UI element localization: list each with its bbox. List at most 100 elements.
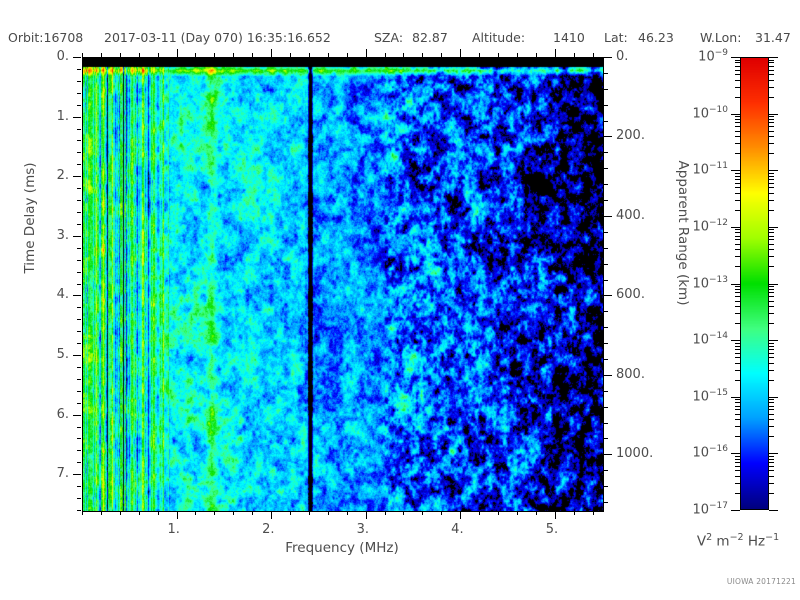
colorbar-tick-minor-left <box>735 493 740 494</box>
y-tick-minor <box>77 307 81 308</box>
colorbar-tick-minor-left <box>735 187 740 188</box>
y-tick-major <box>73 295 81 296</box>
colorbar-tick-minor <box>769 176 774 177</box>
x-tick-minor <box>422 511 423 515</box>
y-tick-minor <box>77 164 81 165</box>
y-tick-minor <box>77 248 81 249</box>
x-tick-minor <box>498 511 499 515</box>
colorbar-tick-minor-left <box>735 476 740 477</box>
y-tick-major <box>73 236 81 237</box>
y-tick-minor <box>77 343 81 344</box>
x-tick-minor <box>347 511 348 515</box>
y-tick-minor <box>77 367 81 368</box>
x-tick-label: 4. <box>451 522 464 537</box>
colorbar-tick-minor <box>769 70 774 71</box>
colorbar-tick-minor-left <box>735 210 740 211</box>
units-exponent: −1 <box>765 532 780 543</box>
colorbar-tick-minor-left <box>735 87 740 88</box>
colorbar-tick-minor <box>769 402 774 403</box>
colorbar-tick-minor-left <box>735 436 740 437</box>
colorbar-tick-minor-left <box>735 301 740 302</box>
y-tick-minor <box>77 93 81 94</box>
colorbar-tick-minor <box>769 143 774 144</box>
x-tick-major <box>177 511 178 519</box>
y-tick-minor <box>77 140 81 141</box>
x-tick-top <box>158 53 159 57</box>
colorbar-tick-minor <box>769 414 774 415</box>
x-axis-title: Frequency (MHz) <box>285 540 399 556</box>
y-tick-minor <box>77 498 81 499</box>
y2-tick-minor <box>604 407 608 408</box>
colorbar-tick-minor <box>769 66 774 67</box>
colorbar-tick-minor-left <box>735 419 740 420</box>
colorbar-tick-minor <box>769 306 774 307</box>
colorbar-tick-minor-left <box>735 370 740 371</box>
colorbar-tick-minor-left <box>735 402 740 403</box>
colorbar-tick-major <box>769 170 778 171</box>
colorbar-tick-minor-left <box>735 62 740 63</box>
y2-tick-minor <box>604 423 608 424</box>
colorbar-tick-minor <box>769 493 774 494</box>
x-tick-top <box>517 53 518 57</box>
x-tick-minor <box>574 511 575 515</box>
colorbar-tick-minor <box>769 239 774 240</box>
x-tick-top <box>120 53 121 57</box>
y-tick-label: 6. <box>56 406 69 422</box>
colorbar-tick-minor-left <box>735 229 740 230</box>
colorbar-tick-minor <box>769 343 774 344</box>
x-tick-top <box>479 53 480 57</box>
x-tick-top <box>555 49 556 57</box>
colorbar-gradient <box>740 57 769 510</box>
colorbar-tick-major <box>769 57 778 58</box>
colorbar-tick-minor <box>769 313 774 314</box>
colorbar-tick-minor-left <box>735 380 740 381</box>
y2-tick-label: 600. <box>616 287 645 303</box>
x-tick-top <box>498 53 499 57</box>
colorbar-tick-minor-left <box>735 266 740 267</box>
y2-tick-major <box>604 375 612 376</box>
units-exponent: −2 <box>729 532 744 543</box>
colorbar-tick-minor-left <box>735 292 740 293</box>
colorbar-tick-minor-left <box>735 143 740 144</box>
units-symbol: Hz <box>743 533 766 550</box>
colorbar-tick-minor <box>769 193 774 194</box>
colorbar-tick-minor-left <box>735 249 740 250</box>
colorbar-tick-minor-left <box>735 462 740 463</box>
x-tick-minor <box>101 511 102 515</box>
colorbar-tick-minor-left <box>735 232 740 233</box>
units-exponent: 2 <box>706 532 713 543</box>
y2-tick-minor <box>604 248 608 249</box>
colorbar-tick-minor <box>769 426 774 427</box>
y-tick-major <box>73 355 81 356</box>
colorbar-tick-minor-left <box>735 346 740 347</box>
x-tick-top <box>593 53 594 57</box>
colorbar-tick-minor <box>769 476 774 477</box>
colorbar-group <box>740 57 769 510</box>
colorbar-tick-minor-left <box>735 483 740 484</box>
y2-tick-major <box>604 454 612 455</box>
y2-tick-minor <box>604 200 608 201</box>
colorbar-tick-minor <box>769 289 774 290</box>
y2-tick-major <box>604 295 612 296</box>
colorbar-tick-minor <box>769 346 774 347</box>
colorbar-tick-minor-left <box>735 426 740 427</box>
y-tick-minor <box>77 391 81 392</box>
x-tick-top <box>309 53 310 57</box>
colorbar-tick-minor-left <box>735 80 740 81</box>
colorbar-tick-minor-left <box>735 176 740 177</box>
colorbar-tick-minor-left <box>735 153 740 154</box>
colorbar-tick-minor <box>769 122 774 123</box>
colorbar-tick-label: 10−14 <box>692 331 728 348</box>
colorbar-tick-minor-left <box>735 313 740 314</box>
y-tick-major <box>73 474 81 475</box>
colorbar-tick-minor <box>769 87 774 88</box>
y-axis-left-title: Time Delay (ms) <box>22 162 38 274</box>
colorbar-tick-minor <box>769 296 774 297</box>
x-tick-minor <box>252 511 253 515</box>
colorbar-tick-minor <box>769 119 774 120</box>
x-tick-top <box>422 53 423 57</box>
x-tick-top <box>290 53 291 57</box>
header-field-3: 82.87 <box>412 30 448 45</box>
header-field-5: 1410 <box>553 30 585 45</box>
y2-tick-minor <box>604 105 608 106</box>
